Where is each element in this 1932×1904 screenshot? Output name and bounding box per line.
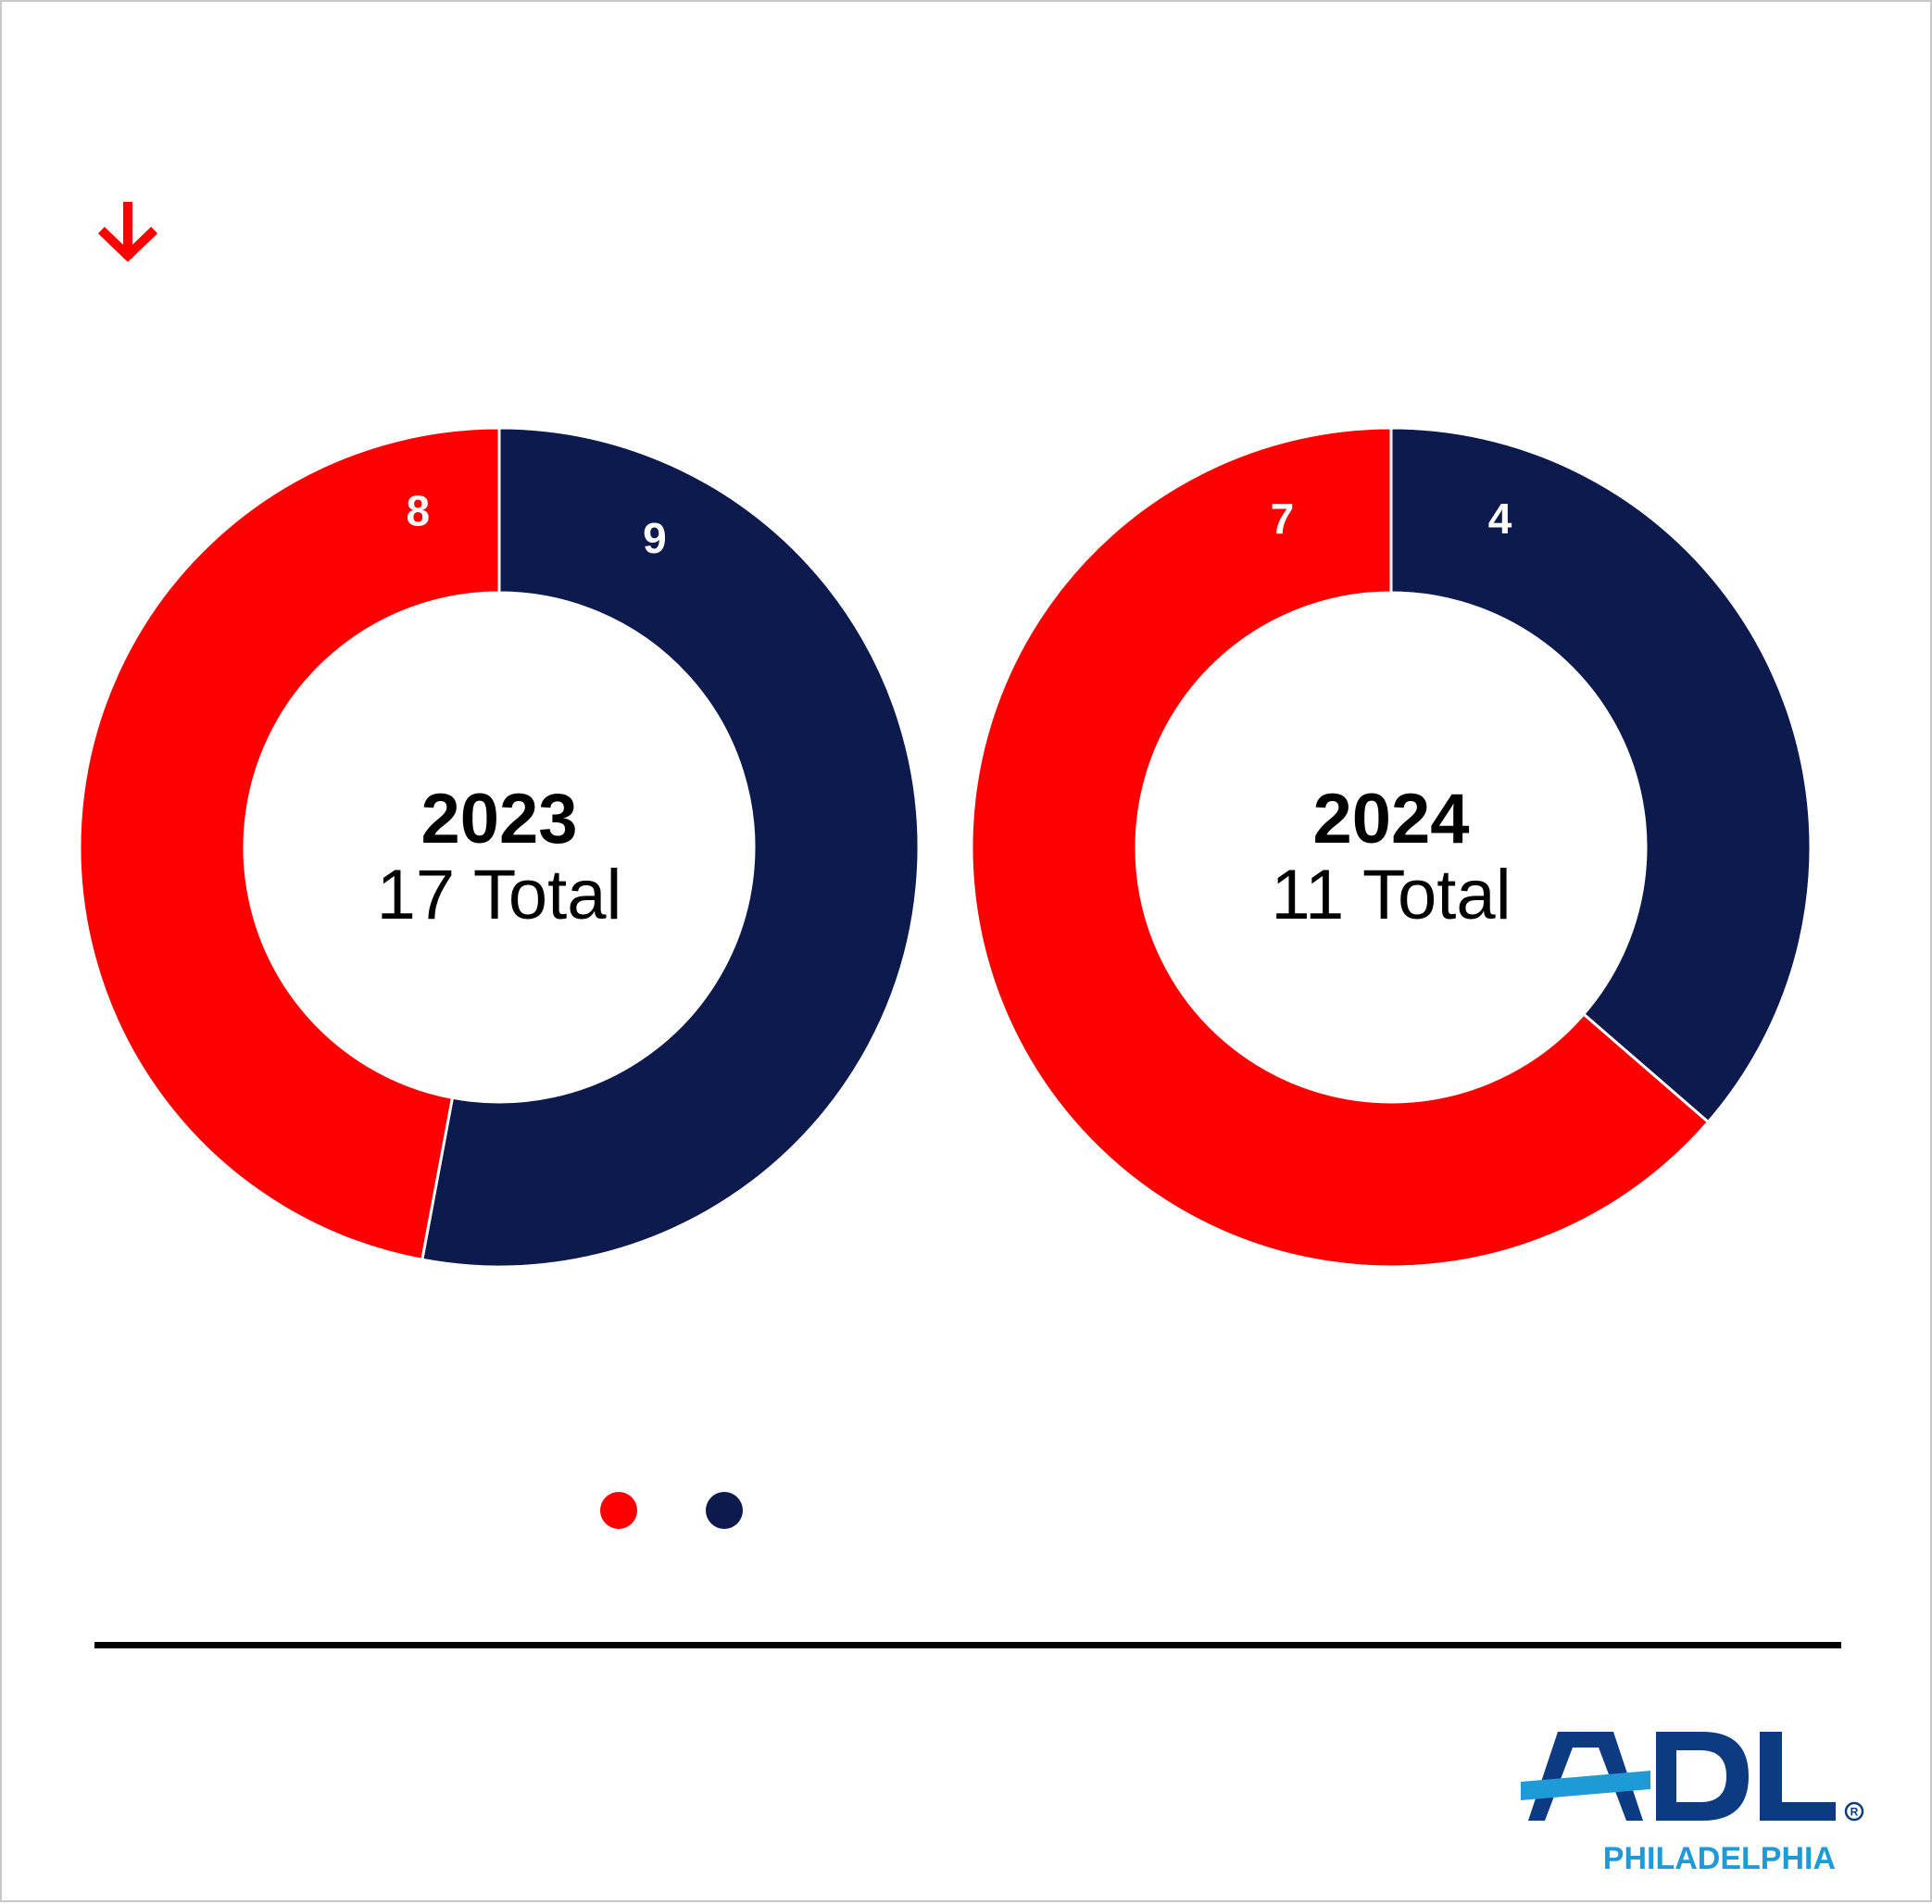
data-label-vandalism-2024: 4 xyxy=(1488,495,1512,543)
data-label-vandalism-2023: 9 xyxy=(643,514,667,562)
divider xyxy=(94,1642,1841,1648)
registered-mark-glyph: R xyxy=(1850,1806,1859,1819)
center-total-2023: 17 Total xyxy=(377,856,622,934)
logo-swoosh xyxy=(1521,1771,1650,1800)
center-year-2023: 2023 xyxy=(420,780,577,858)
arrow-down-icon xyxy=(97,202,158,262)
slice-vandalism-2023 xyxy=(420,426,921,1269)
slice-harassment-2024 xyxy=(970,426,1711,1269)
legend xyxy=(600,1478,808,1543)
adl-philadelphia-logo: R PHILADELPHIA xyxy=(1521,1732,1864,1876)
logo-letter-a xyxy=(1528,1732,1643,1821)
registered-mark-icon xyxy=(1844,1801,1864,1822)
logo-letter-l xyxy=(1760,1732,1836,1821)
logo-letter-d xyxy=(1656,1732,1749,1821)
center-total-2024: 11 Total xyxy=(1271,856,1511,934)
logo-location: PHILADELPHIA xyxy=(1603,1841,1836,1876)
legend-item-harassment xyxy=(600,1478,661,1543)
data-label-harassment-2024: 7 xyxy=(1271,495,1295,543)
center-year-2024: 2024 xyxy=(1312,780,1469,858)
legend-swatch-vandalism xyxy=(706,1492,744,1529)
slice-harassment-2023 xyxy=(78,426,501,1262)
data-label-harassment-2023: 8 xyxy=(407,486,431,534)
slice-vandalism-2024 xyxy=(1389,426,1813,1124)
legend-swatch-harassment xyxy=(600,1492,637,1529)
legend-item-vandalism xyxy=(706,1478,767,1543)
